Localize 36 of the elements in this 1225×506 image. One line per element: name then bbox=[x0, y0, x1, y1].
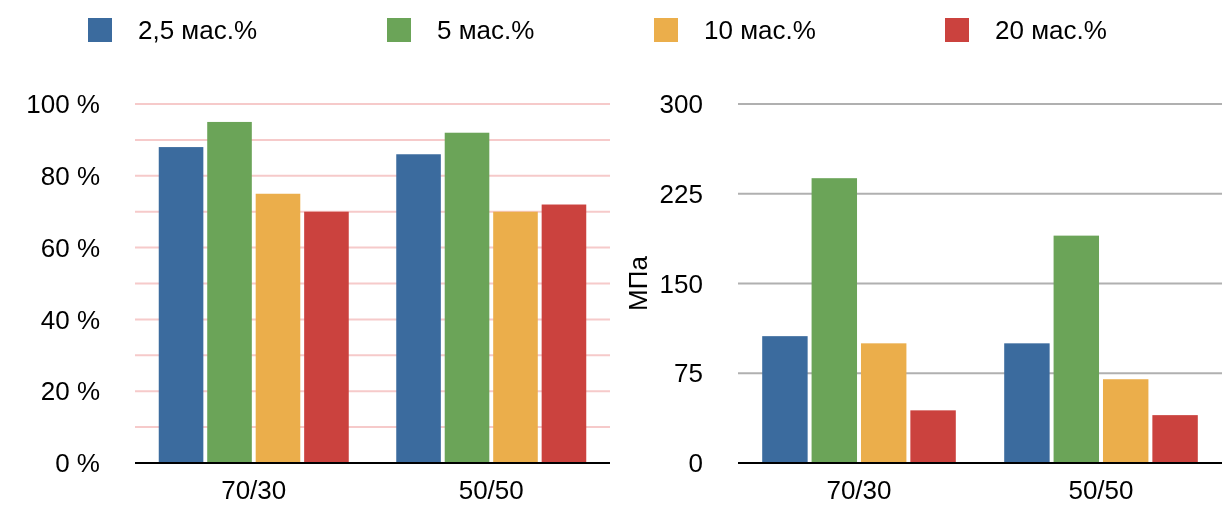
bar bbox=[207, 121, 252, 463]
bar bbox=[910, 410, 956, 463]
bar bbox=[1053, 235, 1100, 463]
bar bbox=[541, 204, 587, 463]
bar bbox=[860, 343, 907, 463]
y-tick-label: 80 % bbox=[40, 160, 100, 191]
bar bbox=[304, 211, 349, 463]
bar bbox=[444, 132, 490, 463]
y-tick-label: 60 % bbox=[40, 232, 100, 263]
y-tick-label: 0 % bbox=[55, 448, 100, 479]
y-tick-label: 225 bbox=[659, 178, 703, 209]
x-tick-label: 50/50 bbox=[458, 475, 524, 505]
y-tick-label: 100 % bbox=[26, 89, 100, 120]
bar bbox=[811, 178, 858, 463]
bar bbox=[1102, 379, 1149, 463]
bar bbox=[396, 154, 441, 463]
y-tick-label: 150 bbox=[659, 268, 703, 299]
x-tick-label: 50/50 bbox=[1068, 475, 1134, 505]
bar bbox=[762, 336, 808, 463]
legend-label: 10 мас.% bbox=[704, 15, 816, 46]
bar bbox=[493, 211, 538, 463]
y-tick-label: 300 bbox=[659, 89, 703, 120]
y-tick-label: 0 bbox=[688, 448, 703, 479]
y-axis-title: МПа bbox=[623, 255, 654, 311]
bar bbox=[158, 147, 204, 463]
legend-label: 2,5 мас.% bbox=[138, 15, 258, 46]
x-tick-label: 70/30 bbox=[221, 475, 287, 505]
x-tick-label: 70/30 bbox=[826, 475, 892, 505]
legend-label: 20 мас.% bbox=[995, 15, 1107, 46]
legend-label: 5 мас.% bbox=[437, 15, 535, 46]
bar bbox=[1152, 415, 1198, 463]
bar bbox=[255, 193, 301, 463]
y-tick-label: 40 % bbox=[40, 304, 100, 335]
bar bbox=[1004, 343, 1050, 463]
y-tick-label: 20 % bbox=[40, 376, 100, 407]
y-tick-label: 75 bbox=[674, 358, 703, 389]
